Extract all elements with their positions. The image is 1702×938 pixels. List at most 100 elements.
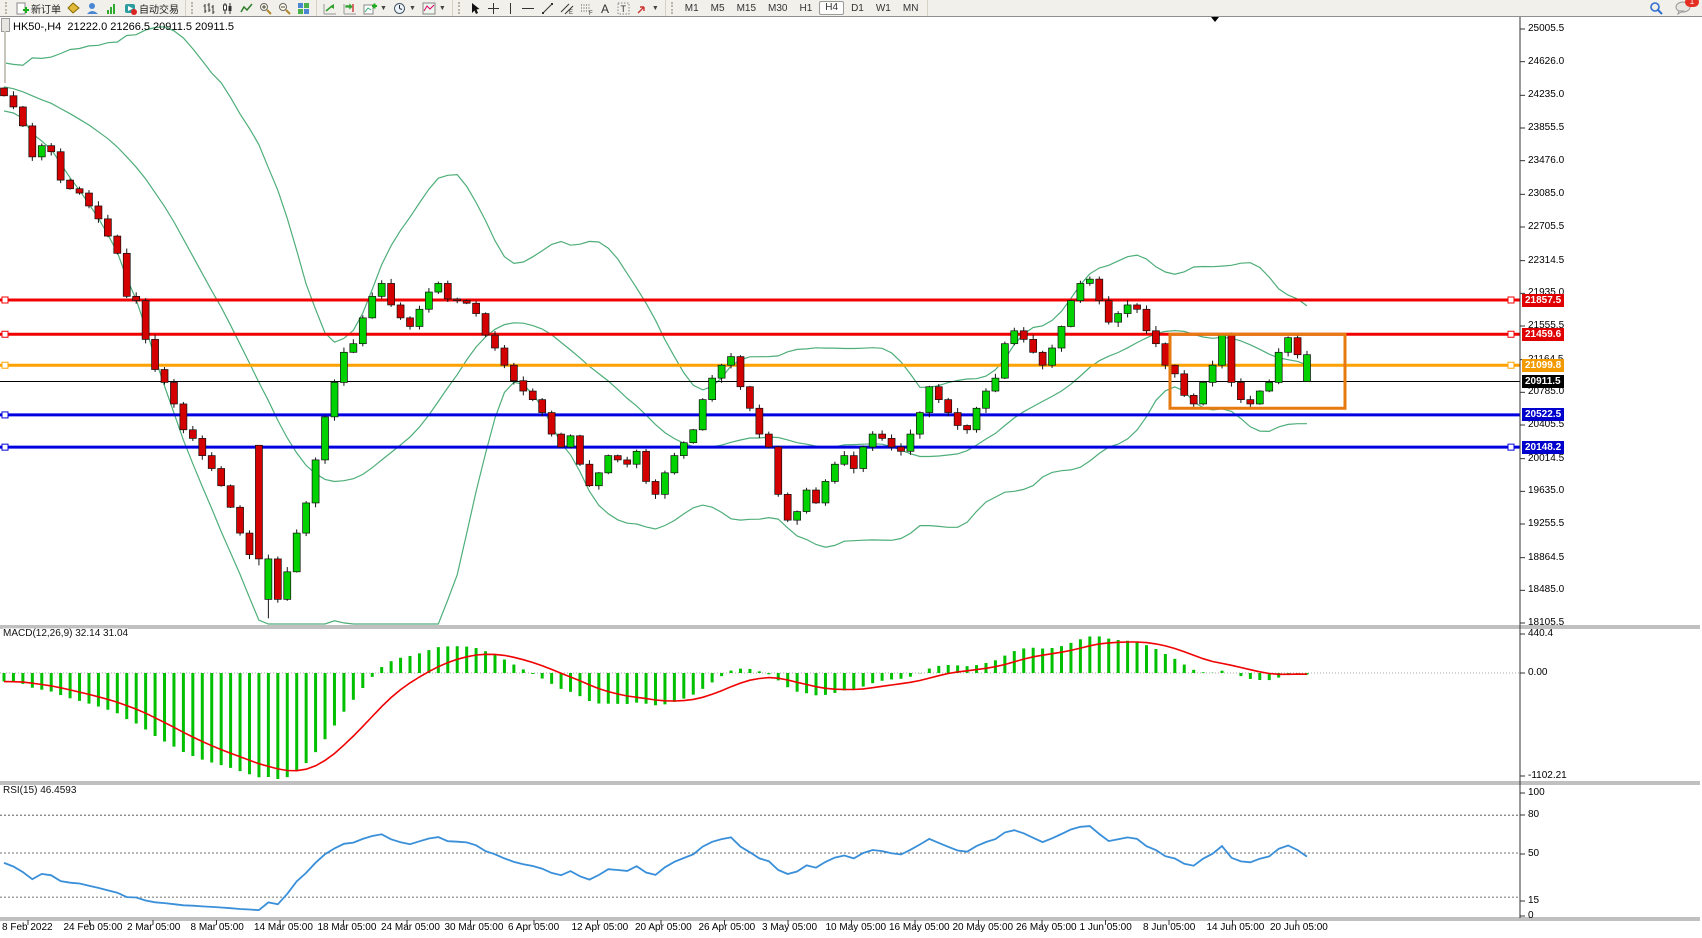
text-button[interactable]: A: [597, 1, 614, 15]
chart-background[interactable]: [0, 17, 1700, 936]
annotation-rectangle[interactable]: [1168, 332, 1347, 410]
candle-body: [594, 472, 603, 487]
candle-body: [141, 300, 150, 340]
vertical-line-button[interactable]: [503, 1, 518, 15]
candle-body: [170, 382, 178, 405]
candlestick-chart-button[interactable]: [218, 1, 237, 15]
splitter-arrow-icon[interactable]: [1211, 17, 1219, 22]
candle-body: [972, 407, 981, 431]
timeframe-button-w1[interactable]: W1: [875, 2, 891, 14]
candle-body: [1208, 364, 1217, 383]
level-marker-right-21459.6[interactable]: [1507, 330, 1515, 338]
svg-text:T: T: [620, 4, 626, 14]
candle-body: [1227, 334, 1236, 383]
candle-body: [613, 455, 622, 461]
horizontal-line-button[interactable]: [518, 1, 538, 15]
fibonacci-icon: F: [580, 2, 594, 15]
dropdown-caret-icon: ▼: [408, 4, 416, 12]
candle-body: [1067, 300, 1075, 327]
level-marker-left-20522.5[interactable]: [1, 411, 9, 419]
equidistant-channel-button[interactable]: E: [557, 1, 577, 15]
candle-body: [557, 433, 565, 448]
level-marker-right-21099.8[interactable]: [1507, 361, 1515, 369]
candle-body: [1010, 330, 1019, 345]
autotrading-button[interactable]: 自动交易: [121, 1, 182, 16]
crosshair-button[interactable]: [484, 1, 503, 15]
candle-body: [122, 252, 131, 297]
auto-scroll-button[interactable]: [320, 1, 340, 15]
arrows-button[interactable]: ▼: [633, 1, 662, 15]
candle-body: [868, 433, 877, 448]
window-restore-notch[interactable]: [1, 18, 10, 32]
auto-scroll-icon: [323, 2, 337, 15]
chart-shift-button[interactable]: [340, 1, 360, 15]
period-button[interactable]: ▼: [390, 1, 419, 15]
text-label-button[interactable]: T: [614, 1, 633, 15]
level-marker-left-21099.8[interactable]: [1, 361, 9, 369]
level-marker-right-20148.2[interactable]: [1507, 443, 1515, 451]
trendline-button[interactable]: [538, 1, 557, 15]
dropdown-caret-icon: ▼: [651, 4, 659, 12]
symbol-period-label: HK50-,H4: [13, 21, 62, 33]
level-marker-left-21857.5[interactable]: [1, 296, 9, 304]
crosshair-icon: [487, 2, 500, 15]
level-marker-left-21459.6[interactable]: [1, 330, 9, 338]
candle-body: [1029, 339, 1038, 353]
clock-icon: [393, 2, 406, 15]
expert-advisors-button[interactable]: [83, 1, 102, 15]
bar-chart-icon: [202, 2, 215, 15]
candle-body: [878, 433, 886, 439]
toolbar-grip[interactable]: [5, 2, 11, 14]
timeframe-button-d1[interactable]: D1: [851, 2, 864, 14]
candle-body: [264, 558, 273, 600]
rsi-name: RSI(15): [3, 785, 38, 796]
zoom-out-button[interactable]: [275, 1, 294, 15]
chart-canvas[interactable]: [0, 17, 1702, 938]
toolbar-grip[interactable]: [191, 2, 197, 14]
candle-body: [1038, 351, 1047, 366]
candle-body: [1274, 351, 1283, 383]
timeframe-button-m15[interactable]: M15: [736, 2, 757, 14]
signals-button[interactable]: [102, 1, 121, 15]
add-indicator-button[interactable]: ▼: [360, 1, 390, 15]
symbols-button[interactable]: [64, 1, 83, 15]
line-chart-icon: [240, 2, 253, 15]
timeframe-button-mn[interactable]: MN: [902, 2, 919, 14]
zoom-out-icon: [278, 2, 291, 15]
timeframe-button-m30[interactable]: M30: [768, 2, 788, 14]
cursor-button[interactable]: [466, 1, 484, 15]
timeframe-button-h1[interactable]: H1: [799, 2, 813, 14]
candle-body: [679, 442, 688, 456]
new-order-button[interactable]: 新订单: [13, 1, 64, 16]
timeframe-button-h4[interactable]: H4: [819, 1, 845, 15]
bar-chart-button[interactable]: [199, 1, 218, 15]
search-button[interactable]: [1646, 1, 1666, 15]
level-marker-right-21857.5[interactable]: [1507, 296, 1515, 304]
candle-body: [698, 399, 707, 431]
zoom-in-button[interactable]: [256, 1, 275, 15]
candle-body: [1133, 304, 1141, 310]
tile-windows-button[interactable]: [294, 1, 313, 15]
candle-body: [632, 450, 641, 465]
channel-icon: E: [560, 2, 574, 15]
timeframe-button-m1[interactable]: M1: [684, 2, 699, 14]
toolbar-grip[interactable]: [670, 2, 677, 14]
level-marker-left-20148.2[interactable]: [1, 443, 9, 451]
candle-body: [916, 412, 924, 435]
horizontal-line-icon: [521, 2, 535, 15]
candle-body: [47, 145, 56, 153]
timeframe-button-m5[interactable]: M5: [710, 2, 725, 14]
candle-body: [566, 435, 575, 448]
fibonacci-button[interactable]: F: [577, 1, 597, 15]
toolbar-group-scroll: ▼ ▼ ▼: [317, 0, 453, 16]
notifications-button[interactable]: 1: [1672, 0, 1699, 15]
new-order-icon: [16, 2, 29, 15]
template-button[interactable]: ▼: [419, 1, 449, 15]
candle-body: [217, 468, 226, 487]
autotrading-label: 自动交易: [139, 4, 179, 16]
window-splitter[interactable]: [4, 31, 6, 83]
line-chart-button[interactable]: [237, 1, 256, 15]
toolbar-grip[interactable]: [457, 2, 464, 14]
candle-body: [396, 304, 405, 319]
toolbar-group-chart-type: [186, 0, 317, 16]
